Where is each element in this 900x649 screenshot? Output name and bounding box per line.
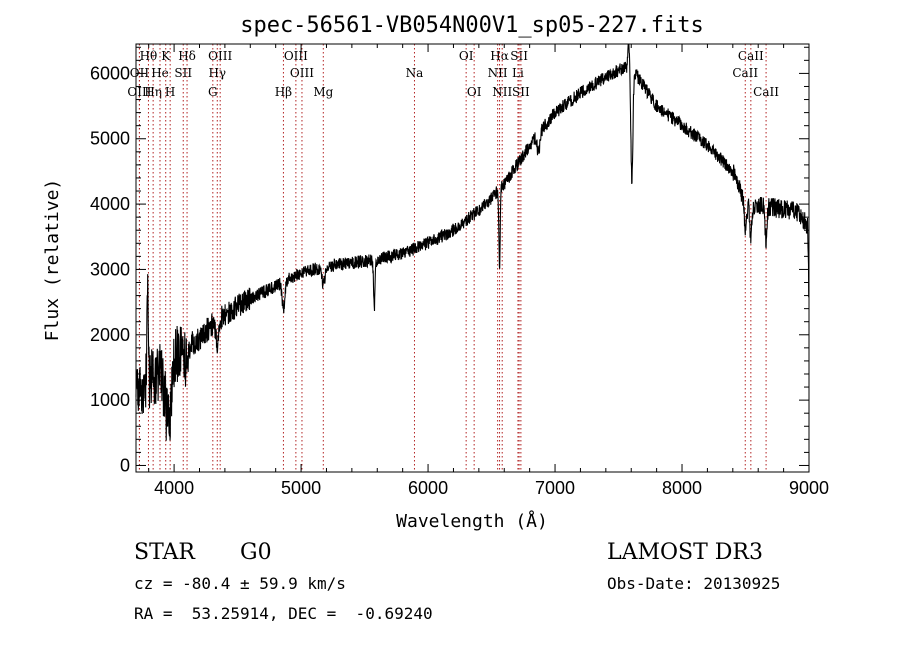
redshift-value: cz = -80.4 ± 59.9 km/s [134, 574, 346, 593]
spectral-line-label: OIII [290, 66, 314, 80]
spectral-line-label: Hγ [208, 66, 226, 80]
spectral-line-label: SII [174, 66, 192, 80]
spectral-line-label: CaII [753, 85, 779, 99]
spectral-line-label: NII [492, 85, 512, 99]
spectral-line-label: Na [406, 66, 424, 80]
y-tick-label: 1000 [90, 390, 130, 410]
spectral-line-label: H [165, 85, 175, 99]
spectral-line-label: Mg [313, 85, 333, 99]
spectral-line-label: NII [488, 66, 508, 80]
object-subclass: G0 [240, 540, 272, 565]
y-tick-label: 2000 [90, 325, 130, 345]
y-tick-label: 3000 [90, 259, 130, 279]
spectral-line-label: CaII [738, 49, 764, 63]
x-tick-label: 7000 [535, 478, 575, 498]
x-axis-label: Wavelength (Å) [396, 510, 548, 532]
axes: 4000 5000 6000 7000 8000 9000 0 1000 2000 3000 400… [90, 44, 829, 498]
spectral-line-label: OIII [208, 49, 232, 63]
spectral-line-label: SII [512, 85, 530, 99]
spectrum-line [135, 43, 810, 441]
observation-date: Obs-Date: 20130925 [607, 574, 781, 593]
y-tick-label: 4000 [90, 194, 130, 214]
y-tick-label: 5000 [90, 129, 130, 149]
object-type: STAR [134, 540, 195, 565]
chart-title: spec-56561-VB054N00V1_sp05-227.fits [240, 13, 704, 38]
x-tick-label: 8000 [662, 478, 702, 498]
spectral-line-label: Hα [490, 49, 509, 63]
spectral-line-label: Hθ [140, 49, 158, 63]
spectral-line-label: OIII [127, 85, 151, 99]
y-tick-label: 6000 [90, 63, 130, 83]
spectral-line-label: SII [510, 49, 528, 63]
x-tick-label: 5000 [281, 478, 321, 498]
spectral-line-label: He [151, 66, 169, 80]
plot-frame [135, 43, 810, 473]
spectral-line-label: G [208, 85, 218, 99]
spectral-line-label: Hη [144, 85, 162, 99]
coordinates: RA = 53.25914, DEC = -0.69240 [134, 604, 433, 623]
spectral-line-label: Hδ [178, 49, 196, 63]
spectral-line-label: OI [467, 85, 482, 99]
x-tick-label: 6000 [408, 478, 448, 498]
y-axis-label: Flux (relative) [42, 179, 63, 342]
spectral-line-label: Hβ [275, 85, 292, 99]
spectral-line-label: K [161, 49, 171, 63]
spectral-line-label: CaII [732, 66, 758, 80]
spectral-line-label: OIII [284, 49, 308, 63]
y-tick-label: 0 [120, 455, 130, 475]
spectrum-series [135, 43, 810, 441]
x-tick-label: 9000 [789, 478, 829, 498]
spectral-line-label: OI [459, 49, 474, 63]
survey-name: LAMOST DR3 [607, 540, 763, 565]
spectral-line-label: Li [512, 66, 524, 80]
x-tick-label: 4000 [154, 478, 194, 498]
